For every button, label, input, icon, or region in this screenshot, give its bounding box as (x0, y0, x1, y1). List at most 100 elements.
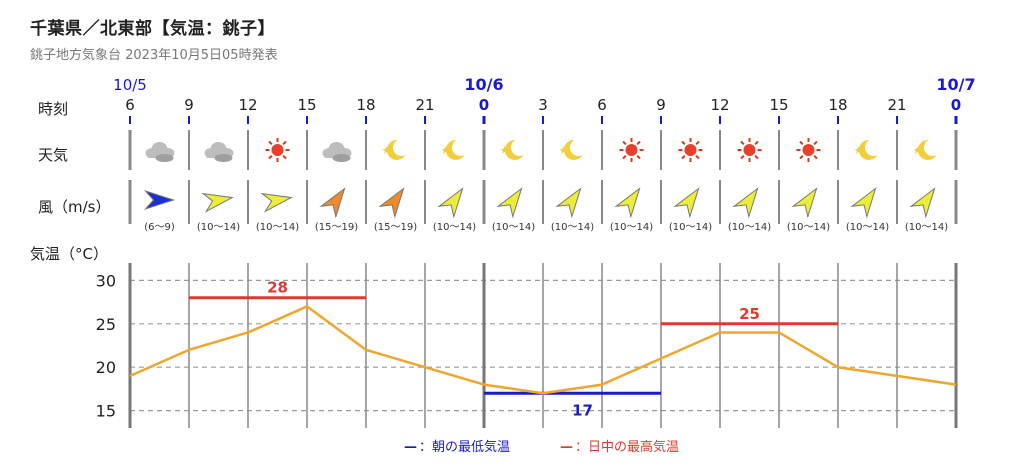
moon-crescent (445, 139, 465, 160)
sun-ray (740, 140, 745, 146)
sun-disc (743, 144, 756, 156)
hour-tick-label: 0 (479, 96, 489, 114)
star-shape (854, 146, 863, 154)
sun-ray (681, 154, 686, 160)
page-title: 千葉県／北東部【気温：銚子】 (30, 19, 275, 39)
weather-row-label: 天気 (38, 146, 69, 164)
y-tick-label: 25 (96, 315, 116, 334)
sun-ray (268, 140, 273, 146)
legend-min: — ：朝の最低気温 (404, 436, 510, 455)
hour-tick-label: 21 (415, 96, 434, 114)
legend-min-swatch: — (404, 440, 417, 455)
moon-crescent (504, 139, 524, 160)
wind-speed-label: (15〜19) (374, 222, 417, 233)
wind-arrow-icon (143, 189, 176, 211)
star-shape (913, 146, 922, 154)
sun-ray (636, 140, 641, 146)
max-temp-label: 25 (739, 305, 760, 323)
wind-speed-label: (10〜14) (846, 222, 889, 233)
wind-arrow-icon (791, 187, 818, 219)
cloud-shadow (155, 154, 174, 162)
hour-tick-label: 0 (951, 96, 961, 114)
wind-speed-label: (10〜14) (728, 222, 771, 233)
sun-ray (681, 140, 686, 146)
sun-icon (737, 138, 762, 162)
wind-arrow-icon (201, 192, 234, 213)
cloud-shadow (332, 154, 351, 162)
sun-ray (636, 154, 641, 160)
wind-arrow-icon (614, 187, 641, 219)
sun-ray (268, 154, 273, 160)
sun-ray (282, 140, 287, 146)
wind-arrow-icon (555, 187, 582, 219)
wind-arrow-icon (260, 192, 293, 213)
hour-tick-label: 9 (656, 96, 666, 114)
wind-speed-label: (6〜9) (144, 222, 175, 233)
moon-crescent (563, 139, 583, 160)
sun-icon (796, 138, 821, 162)
sun-ray (754, 154, 759, 160)
wind-speed-label: (10〜14) (197, 222, 240, 233)
min-temp-label: 17 (572, 401, 593, 419)
moon-crescent (858, 139, 878, 160)
star-shape (500, 146, 509, 154)
y-tick-label: 20 (96, 358, 116, 377)
legend-min-label: ：朝の最低気温 (419, 440, 511, 455)
wind-arrow-icon (673, 187, 700, 219)
max-temp-label: 28 (267, 279, 288, 297)
wind-arrow-icon (732, 187, 759, 219)
moon-icon (500, 139, 524, 160)
forecast-issuer: 銚子地方気象台 2023年10月5日05時発表 (30, 48, 278, 63)
legend-max-swatch: — (560, 440, 573, 455)
legend-max: — ：日中の最高気温 (560, 436, 679, 455)
moon-crescent (386, 139, 406, 160)
moon-icon (441, 139, 465, 160)
star-shape (559, 146, 568, 154)
sun-disc (802, 144, 815, 156)
wind-row-label: 風（m/s） (38, 198, 111, 216)
date-label: 10/7 (936, 75, 975, 94)
wind-speed-label: (10〜14) (256, 222, 299, 233)
sun-ray (799, 140, 804, 146)
sun-ray (282, 154, 287, 160)
cloud-icon (322, 142, 352, 162)
sun-ray (754, 140, 759, 146)
sun-icon (678, 138, 703, 162)
wind-arrow-icon (496, 187, 523, 219)
date-label: 10/6 (464, 75, 503, 94)
wind-speed-label: (10〜14) (905, 222, 948, 233)
moon-icon (559, 139, 583, 160)
cloud-icon (145, 142, 175, 162)
hour-tick-label: 9 (184, 96, 194, 114)
wind-speed-label: (10〜14) (492, 222, 535, 233)
wind-speed-label: (10〜14) (433, 222, 476, 233)
wind-arrow-icon (378, 187, 405, 219)
legend-max-label: ：日中の最高気温 (575, 440, 680, 455)
cloud-icon (204, 142, 234, 162)
wind-speed-label: (10〜14) (669, 222, 712, 233)
wind-arrow-icon (437, 187, 464, 219)
sun-icon (619, 138, 644, 162)
wind-speed-label: (10〜14) (551, 222, 594, 233)
cloud-shadow (214, 154, 233, 162)
y-tick-label: 30 (96, 271, 116, 290)
y-tick-label: 15 (96, 402, 116, 421)
moon-icon (854, 139, 878, 160)
sun-disc (271, 144, 284, 156)
sun-ray (813, 140, 818, 146)
sun-ray (799, 154, 804, 160)
sun-ray (740, 154, 745, 160)
wind-speed-label: (10〜14) (610, 222, 653, 233)
hour-tick-label: 12 (710, 96, 729, 114)
time-row-label: 時刻 (38, 100, 69, 118)
hour-tick-label: 21 (887, 96, 906, 114)
hour-tick-label: 18 (356, 96, 375, 114)
hour-tick-label: 6 (597, 96, 607, 114)
moon-icon (913, 139, 937, 160)
sun-ray (622, 140, 627, 146)
hour-tick-label: 3 (538, 96, 548, 114)
hour-tick-label: 15 (769, 96, 788, 114)
date-label: 10/5 (113, 76, 147, 94)
wind-arrow-icon (909, 187, 936, 219)
